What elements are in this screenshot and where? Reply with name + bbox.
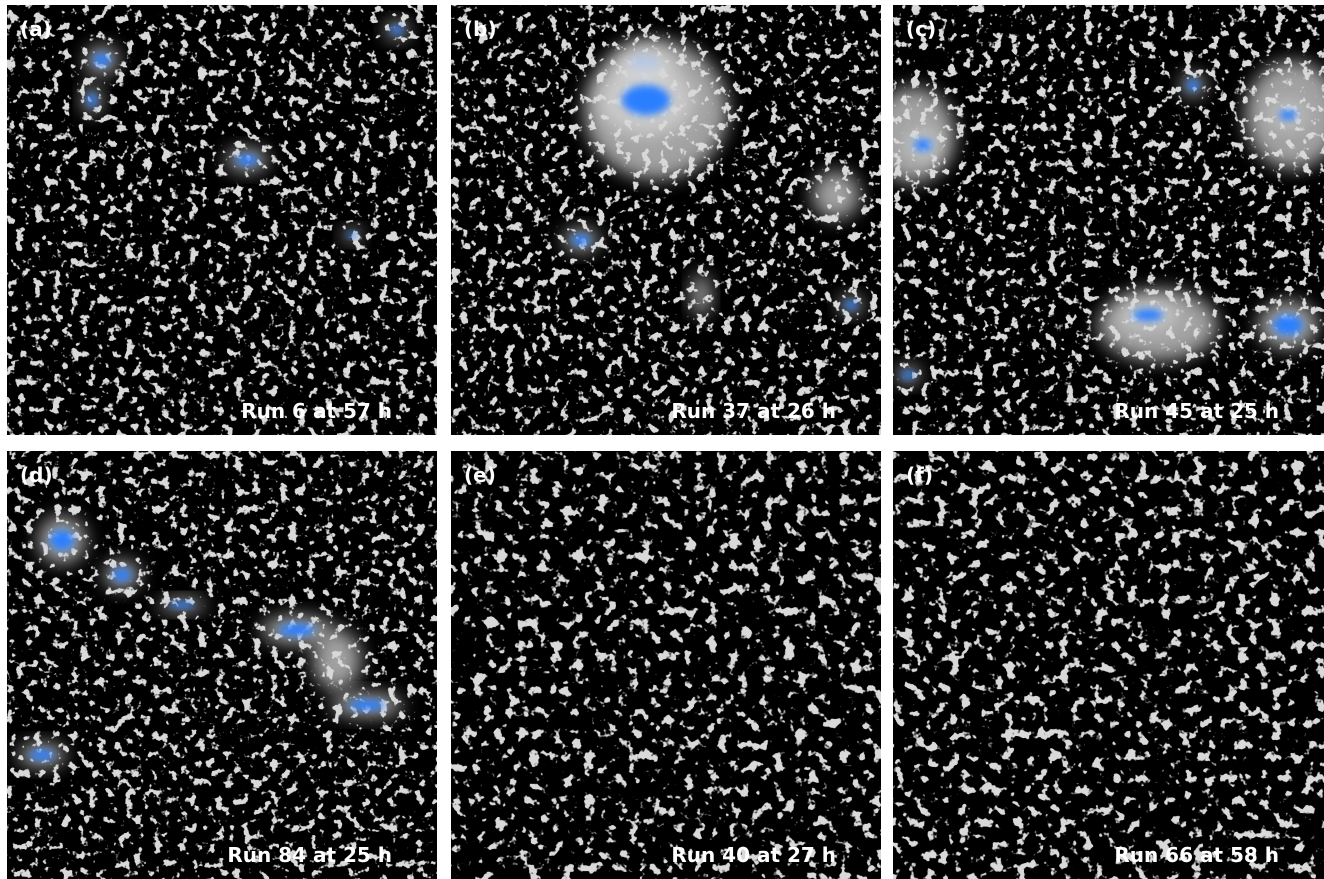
panel-label: (a) bbox=[20, 17, 52, 41]
cloud-speckle bbox=[7, 451, 437, 879]
cloud-cluster bbox=[313, 630, 361, 690]
cloud-cluster bbox=[812, 171, 860, 219]
deep-convection bbox=[845, 301, 857, 309]
panel-label: (b) bbox=[464, 17, 497, 41]
deep-convection bbox=[622, 85, 670, 115]
deep-convection bbox=[87, 94, 97, 106]
panel: (c) Run 45 at 25 h bbox=[893, 5, 1324, 435]
panel-caption: Run 37 at 26 h bbox=[671, 399, 836, 423]
panel-label: (d) bbox=[20, 463, 53, 487]
cloud-speckle bbox=[893, 451, 1324, 879]
deep-convection bbox=[170, 602, 194, 608]
cloud-speckle bbox=[7, 5, 437, 435]
panel-caption: Run 6 at 57 h bbox=[241, 399, 392, 423]
cloud-cluster bbox=[691, 273, 711, 317]
deep-convection bbox=[1133, 309, 1163, 321]
deep-convection bbox=[572, 235, 590, 245]
panel: (e) Run 40 at 27 h bbox=[451, 451, 881, 879]
deep-convection bbox=[279, 624, 315, 636]
cloud-speckle bbox=[451, 451, 881, 879]
panel-caption: Run 45 at 25 h bbox=[1114, 399, 1279, 423]
panel-label: (e) bbox=[464, 463, 496, 487]
deep-convection bbox=[1279, 110, 1297, 120]
deep-convection bbox=[50, 530, 74, 550]
deep-convection bbox=[30, 750, 54, 760]
panel: (b) Run 37 at 26 h bbox=[451, 5, 881, 435]
cloud-speckle bbox=[893, 5, 1324, 435]
deep-convection bbox=[113, 569, 131, 581]
deep-convection bbox=[1273, 315, 1303, 335]
panel-label: (f) bbox=[906, 463, 933, 487]
deep-convection bbox=[93, 54, 111, 66]
panel: (f) Run 66 at 58 h bbox=[893, 451, 1324, 879]
deep-convection bbox=[236, 155, 258, 165]
panel-caption: Run 84 at 25 h bbox=[227, 843, 392, 867]
deep-convection bbox=[902, 371, 914, 379]
deep-convection bbox=[347, 232, 357, 238]
panel-label: (c) bbox=[906, 17, 936, 41]
deep-convection bbox=[349, 700, 385, 710]
deep-convection bbox=[391, 26, 403, 34]
panel: (a) Run 6 at 57 h bbox=[7, 5, 437, 435]
deep-convection bbox=[1187, 80, 1199, 90]
panel-caption: Run 66 at 58 h bbox=[1114, 843, 1279, 867]
panel: (d) Run 84 at 25 h bbox=[7, 451, 437, 879]
panel-caption: Run 40 at 27 h bbox=[671, 843, 836, 867]
deep-convection bbox=[914, 139, 932, 151]
